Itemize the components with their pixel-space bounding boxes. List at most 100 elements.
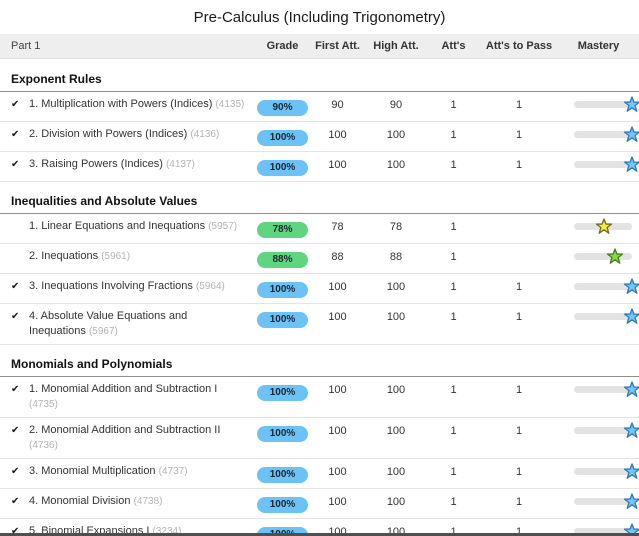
table-row[interactable]: 1. Linear Equations and Inequations (595… xyxy=(0,214,639,244)
table-row[interactable]: ✔ 3. Monomial Multiplication (4737) 100% 10… xyxy=(0,459,639,489)
mastery-bar xyxy=(574,248,632,264)
lesson-id: (5957) xyxy=(208,221,238,232)
lesson-name-cell: ✔ 4. Monomial Division (4738) xyxy=(0,494,255,509)
table-row[interactable]: 2. Inequations (5961) 88% 88 88 1 xyxy=(0,244,639,274)
attempts-value: 1 xyxy=(450,99,457,111)
grade-pill: 100% xyxy=(257,527,308,536)
high-attempt-value: 100 xyxy=(386,526,406,536)
table-row[interactable]: ✔ 5. Binomial Expansions I (3234) 100% 100 1… xyxy=(0,519,639,536)
mastery-cell xyxy=(558,126,639,142)
column-header-grade: Grade xyxy=(266,40,299,52)
grade-pill: 100% xyxy=(257,130,308,146)
lesson-name-cell: 1. Linear Equations and Inequations (595… xyxy=(0,219,255,234)
lesson-name-cell: ✔ 3. Raising Powers (Indices) (4137) xyxy=(0,157,255,172)
grade-pill: 88% xyxy=(257,252,308,268)
first-attempt-value: 100 xyxy=(328,281,347,293)
table-row[interactable]: ✔ 1. Multiplication with Powers (Indices)… xyxy=(0,92,639,122)
section-title: Inequalities and Absolute Values xyxy=(0,191,639,214)
lesson-id: (4737) xyxy=(158,466,188,477)
grade-pill: 100% xyxy=(257,497,308,513)
first-attempt-value: 88 xyxy=(331,251,344,263)
mastery-star-icon xyxy=(607,248,624,265)
lesson-link[interactable]: 3. Inequations Involving Fractions (5964… xyxy=(29,280,225,292)
table-row[interactable]: ✔ 4. Monomial Division (4738) 100% 100 100 1 1 xyxy=(0,489,639,519)
high-attempt-value: 100 xyxy=(386,311,406,323)
first-attempt-value: 100 xyxy=(328,466,347,478)
column-header-high-att: High Att. xyxy=(373,40,419,52)
lesson-link[interactable]: 3. Monomial Multiplication (4737) xyxy=(29,465,188,477)
table-row[interactable]: ✔ 2. Monomial Addition and Subtraction II… xyxy=(0,418,639,459)
mastery-cell xyxy=(558,422,639,438)
completed-check-icon: ✔ xyxy=(11,384,20,395)
attempts-value: 1 xyxy=(450,496,457,508)
lesson-name-cell: ✔ 1. Monomial Addition and Subtraction I … xyxy=(0,382,255,412)
high-attempt-value: 88 xyxy=(389,251,403,263)
mastery-cell xyxy=(558,493,639,509)
lesson-id: (5961) xyxy=(101,251,131,262)
attempts-value: 1 xyxy=(450,221,457,233)
mastery-cell xyxy=(558,248,639,264)
mastery-bar xyxy=(574,96,639,112)
attempts-value: 1 xyxy=(450,466,457,478)
mastery-bar xyxy=(574,493,639,509)
first-attempt-value: 100 xyxy=(328,129,347,141)
lesson-id: (4735) xyxy=(29,399,58,410)
course-sections: Exponent Rules ✔ 1. Multiplication with Po… xyxy=(0,69,639,536)
first-attempt-value: 100 xyxy=(328,425,347,437)
mastery-bar xyxy=(574,156,639,172)
table-header: Part 1 Grade First Att. High Att. Att's … xyxy=(0,34,639,59)
grade-cell: 100% xyxy=(255,494,310,513)
mastery-star-icon xyxy=(623,308,639,325)
lesson-link[interactable]: 2. Monomial Addition and Subtraction II … xyxy=(29,424,221,451)
lesson-name-cell: ✔ 2. Division with Powers (Indices) (4136… xyxy=(0,127,255,142)
completed-check-icon: ✔ xyxy=(11,425,20,436)
table-row[interactable]: ✔ 3. Inequations Involving Fractions (596… xyxy=(0,274,639,304)
lesson-link[interactable]: 2. Division with Powers (Indices) (4136) xyxy=(29,128,220,140)
lesson-name-cell: ✔ 4. Absolute Value Equations and Inequat… xyxy=(0,309,255,339)
section: Inequalities and Absolute Values 1. Linea… xyxy=(0,191,639,345)
grade-cell: 100% xyxy=(255,127,310,146)
section: Monomials and Polynomials ✔ 1. Monomial Ad… xyxy=(0,354,639,536)
attempts-to-pass-value: 1 xyxy=(515,311,523,323)
table-row[interactable]: ✔ 4. Absolute Value Equations and Inequat… xyxy=(0,304,639,345)
lesson-link[interactable]: 3. Raising Powers (Indices) (4137) xyxy=(29,158,195,170)
lesson-id: (4738) xyxy=(133,496,163,507)
mastery-cell xyxy=(558,278,639,295)
table-row[interactable]: ✔ 3. Raising Powers (Indices) (4137) 100% 1… xyxy=(0,152,639,182)
lesson-link[interactable]: 1. Linear Equations and Inequations (595… xyxy=(29,220,238,232)
mastery-star-icon xyxy=(623,278,639,295)
grade-cell: 78% xyxy=(255,219,310,238)
completed-check-icon: ✔ xyxy=(11,311,20,322)
section-title: Monomials and Polynomials xyxy=(0,354,639,377)
mastery-star-icon xyxy=(623,156,639,173)
grade-cell: 100% xyxy=(255,382,310,401)
attempts-to-pass-value: 1 xyxy=(515,281,523,293)
section: Exponent Rules ✔ 1. Multiplication with Po… xyxy=(0,69,639,182)
completed-check-icon: ✔ xyxy=(11,496,20,507)
completed-check-icon: ✔ xyxy=(11,281,20,292)
lesson-id: (4137) xyxy=(165,159,195,170)
mastery-star-icon xyxy=(623,381,639,398)
high-attempt-value: 100 xyxy=(386,129,406,141)
grade-cell: 90% xyxy=(255,97,310,116)
lesson-link[interactable]: 4. Absolute Value Equations and Inequati… xyxy=(29,310,188,337)
attempts-to-pass-value: 1 xyxy=(515,496,523,508)
attempts-to-pass-value: 1 xyxy=(515,99,523,111)
page-title: Pre-Calculus (Including Trigonometry) xyxy=(193,9,446,26)
column-header-atts-to-pass: Att's to Pass xyxy=(485,40,553,52)
lesson-link[interactable]: 1. Multiplication with Powers (Indices) … xyxy=(29,98,245,110)
high-attempt-value: 100 xyxy=(386,466,406,478)
attempts-value: 1 xyxy=(450,159,457,171)
lesson-link[interactable]: 4. Monomial Division (4738) xyxy=(29,495,163,507)
grade-pill: 100% xyxy=(257,282,308,298)
lesson-link[interactable]: 1. Monomial Addition and Subtraction I (… xyxy=(29,383,218,410)
part-label: Part 1 xyxy=(11,40,41,52)
attempts-to-pass-value: 1 xyxy=(515,129,523,141)
table-row[interactable]: ✔ 1. Monomial Addition and Subtraction I … xyxy=(0,377,639,418)
completed-check-icon: ✔ xyxy=(11,526,20,536)
lesson-link[interactable]: 2. Inequations (5961) xyxy=(29,250,131,262)
lesson-link[interactable]: 5. Binomial Expansions I (3234) xyxy=(29,525,182,536)
grade-pill: 100% xyxy=(257,312,308,328)
lesson-id: (4135) xyxy=(215,99,245,110)
table-row[interactable]: ✔ 2. Division with Powers (Indices) (4136… xyxy=(0,122,639,152)
